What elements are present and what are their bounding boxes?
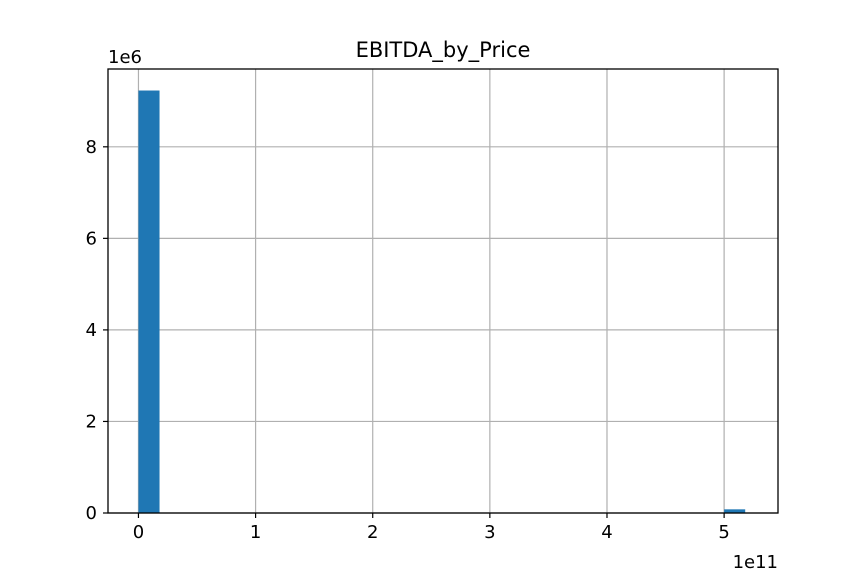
x-tick-label: 0 <box>133 522 144 543</box>
axis-ticks: 0 1 2 3 4 5 0 2 4 6 8 <box>86 137 730 543</box>
x-tick-label: 3 <box>484 522 495 543</box>
x-tick-label: 5 <box>718 522 729 543</box>
y-tick-label: 4 <box>86 320 97 341</box>
x-axis-offset-label: 1e11 <box>733 552 778 573</box>
y-tick-label: 0 <box>86 503 97 524</box>
y-tick-label: 8 <box>86 137 97 158</box>
x-tick-label: 2 <box>367 522 378 543</box>
x-tick-label: 1 <box>250 522 261 543</box>
y-axis-offset-label: 1e6 <box>108 47 142 68</box>
y-tick-label: 2 <box>86 411 97 432</box>
y-tick-label: 6 <box>86 228 97 249</box>
chart-title: EBITDA_by_Price <box>356 38 531 63</box>
histogram-bar <box>724 509 746 513</box>
histogram-bars <box>138 90 746 514</box>
plot-area-frame <box>107 68 779 514</box>
x-tick-label: 4 <box>601 522 612 543</box>
histogram-bar <box>138 90 160 514</box>
